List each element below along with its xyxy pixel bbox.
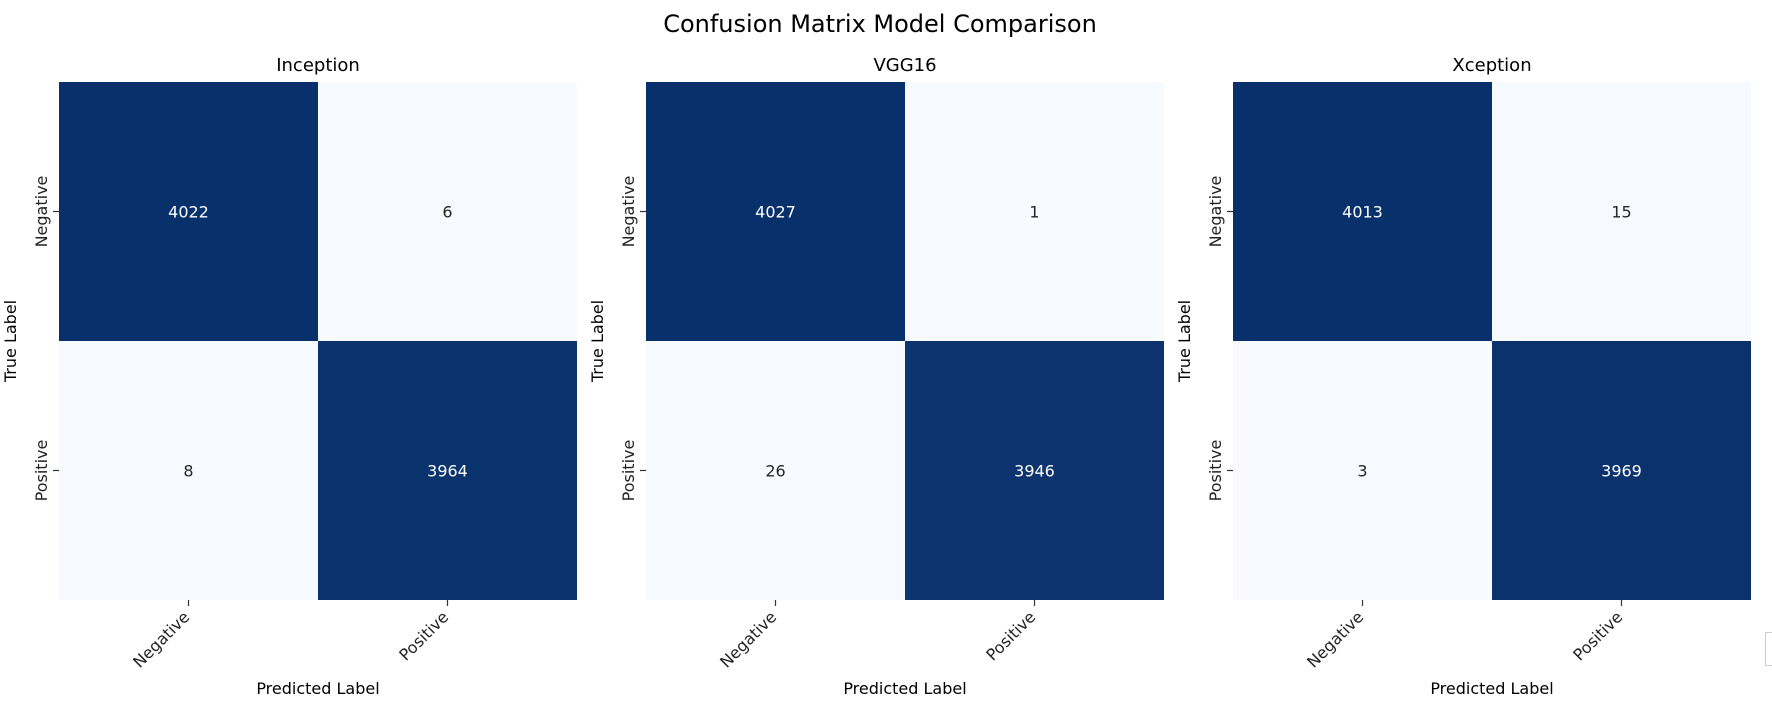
panel-title: VGG16 [873, 55, 936, 76]
x-tick-label: Negative [716, 607, 780, 671]
x-tick-label: Negative [129, 607, 193, 671]
cell-value: 4027 [755, 203, 796, 222]
heatmap-cell [646, 82, 905, 341]
cell-value: 3 [1357, 462, 1367, 481]
heatmap-cell [59, 341, 318, 600]
x-axis-label: Predicted Label [843, 679, 966, 698]
figure-title: Confusion Matrix Model Comparison [663, 10, 1097, 38]
panel-title: Inception [276, 55, 360, 76]
cell-value: 3969 [1601, 462, 1642, 481]
y-axis-label: True Label [588, 300, 607, 383]
x-tick-label: Negative [1303, 607, 1367, 671]
x-axis-label: Predicted Label [1430, 679, 1553, 698]
cell-value: 26 [765, 462, 785, 481]
cell-value: 4013 [1342, 203, 1383, 222]
heatmap-cell [1492, 82, 1751, 341]
cell-value: 4022 [168, 203, 209, 222]
edge-widget [1765, 632, 1772, 666]
heatmap-panel-xception: Xception 4013 15 3 3969 Negative Positive Negat… [1175, 55, 1751, 698]
heatmap-cell [646, 341, 905, 600]
y-tick-label: Positive [32, 440, 51, 502]
x-tick-label: Positive [395, 607, 452, 664]
heatmap-cell [1233, 341, 1492, 600]
y-tick-label: Negative [619, 176, 638, 248]
heatmap-cell [905, 341, 1164, 600]
cell-value: 3964 [427, 462, 468, 481]
heatmap-panels: Inception 4022 6 8 3964 Negative Positive Negat… [1, 55, 1751, 698]
y-tick-label: Negative [32, 176, 51, 248]
heatmap-cell [318, 82, 577, 341]
heatmap-cell [318, 341, 577, 600]
heatmap-cell [1492, 341, 1751, 600]
heatmap-panel-vgg16: VGG16 4027 1 26 3946 Negative Positive Negative… [588, 55, 1164, 698]
cell-value: 8 [183, 462, 193, 481]
y-tick-label: Negative [1206, 176, 1225, 248]
heatmap-panel-inception: Inception 4022 6 8 3964 Negative Positive Negat… [1, 55, 577, 698]
heatmap-cell [905, 82, 1164, 341]
cell-value: 6 [442, 203, 452, 222]
heatmap-cell [59, 82, 318, 341]
cell-value: 3946 [1014, 462, 1055, 481]
cell-value: 1 [1029, 203, 1039, 222]
panel-title: Xception [1452, 55, 1531, 76]
y-axis-label: True Label [1, 300, 20, 383]
x-tick-label: Positive [1569, 607, 1626, 664]
y-axis-label: True Label [1175, 300, 1194, 383]
cell-value: 15 [1611, 203, 1631, 222]
y-tick-label: Positive [619, 440, 638, 502]
heatmap-cell [1233, 82, 1492, 341]
x-tick-label: Positive [982, 607, 1039, 664]
x-axis-label: Predicted Label [256, 679, 379, 698]
y-tick-label: Positive [1206, 440, 1225, 502]
